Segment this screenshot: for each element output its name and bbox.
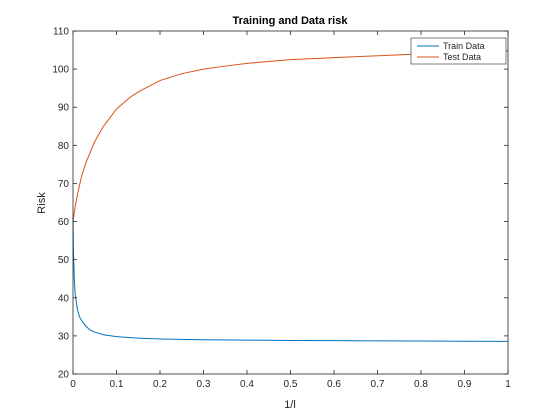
x-tick-label: 0.4 bbox=[240, 379, 254, 390]
x-axis: 0 0.1 0.2 0.3 0.4 0.5 0.6 0.7 0.8 0.9 1 bbox=[70, 31, 511, 390]
x-tick-label: 0.8 bbox=[414, 379, 428, 390]
y-tick-label: 80 bbox=[58, 141, 70, 152]
plot-frame bbox=[72, 30, 509, 375]
chart-title: Training and Data risk bbox=[233, 15, 349, 27]
y-axis: 20 30 40 50 60 70 80 90 100 110 bbox=[52, 27, 508, 381]
x-tick-label: 0 bbox=[70, 379, 76, 390]
series-line-1 bbox=[72, 217, 509, 342]
x-tick-label: 0.6 bbox=[327, 379, 341, 390]
y-tick-label: 60 bbox=[58, 217, 70, 228]
legend-label: Test Data bbox=[443, 52, 481, 62]
x-axis-label: 1/l bbox=[284, 399, 296, 411]
x-tick-label: 0.5 bbox=[284, 379, 298, 390]
x-tick-label: 0.2 bbox=[153, 379, 167, 390]
x-tick-label: 0.7 bbox=[371, 379, 385, 390]
x-tick-label: 0.9 bbox=[458, 379, 472, 390]
y-tick-label: 100 bbox=[52, 65, 69, 76]
y-axis-label: Risk bbox=[36, 192, 48, 214]
y-tick-label: 20 bbox=[58, 370, 70, 381]
x-tick-label: 0.1 bbox=[110, 379, 124, 390]
y-tick-label: 90 bbox=[58, 103, 70, 114]
y-tick-label: 50 bbox=[58, 255, 70, 266]
x-tick-label: 1 bbox=[505, 379, 511, 390]
y-tick-label: 40 bbox=[58, 293, 70, 304]
x-tick-label: 0.3 bbox=[197, 379, 211, 390]
plot-lines bbox=[72, 50, 509, 342]
y-tick-label: 30 bbox=[58, 331, 70, 342]
y-tick-label: 110 bbox=[53, 27, 69, 38]
legend-box bbox=[410, 37, 507, 65]
y-tick-label: 70 bbox=[58, 179, 70, 190]
series-line-2 bbox=[72, 50, 509, 222]
legend-label: Train Data bbox=[443, 41, 485, 51]
